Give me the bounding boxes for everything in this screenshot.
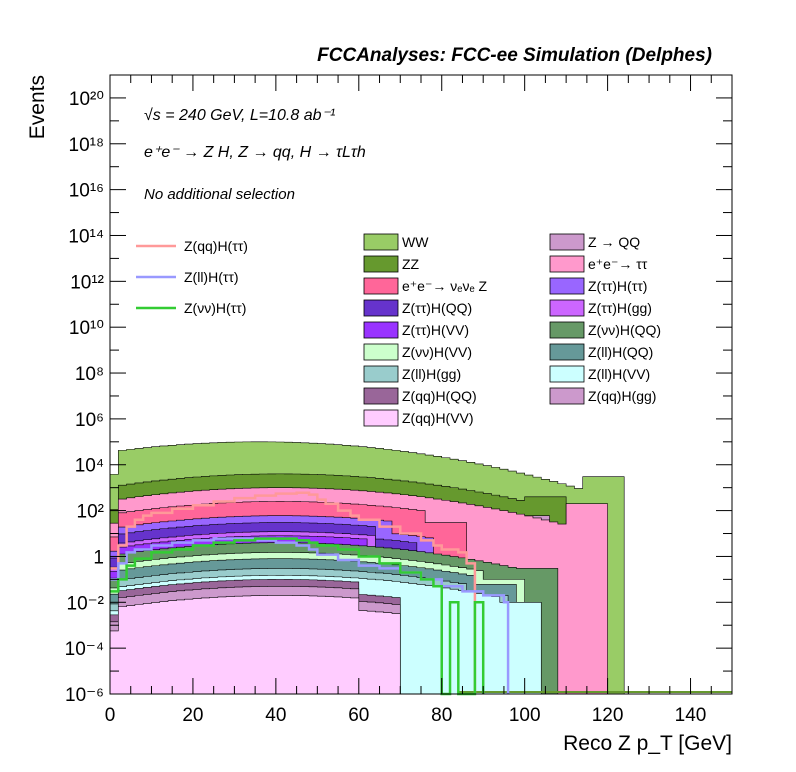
legend-label-mid-8: Z(qq)H(VV)	[402, 410, 474, 426]
legend-swatch-right-7	[549, 387, 585, 405]
y-tick-label-12: 10¹⁸	[69, 135, 104, 156]
x-tick-label-5: 100	[509, 705, 541, 726]
legend-swatch-mid-1	[363, 255, 399, 273]
legend-swatch-right-3	[549, 299, 585, 317]
annotation-selection: No additional selection	[144, 186, 295, 203]
x-tick-label-4: 80	[431, 705, 452, 726]
signal-line-0	[110, 491, 477, 694]
legend-label-mid-5: Z(νν)H(VV)	[402, 344, 472, 360]
legend-swatch-mid-4	[363, 321, 399, 339]
plot-header: FCCAnalyses: FCC-ee Simulation (Delphes)	[317, 45, 712, 66]
x-tick-label-7: 140	[675, 705, 707, 726]
annotation-energy: √s = 240 GeV, L=10.8 ab⁻¹	[144, 107, 335, 124]
legend-label-left-2: Z(νν)H(ττ)	[184, 300, 246, 316]
y-tick-label-1: 10⁻⁴	[65, 639, 104, 660]
signal-line-1	[110, 537, 510, 694]
legend-swatch-right-5	[549, 343, 585, 361]
legend-swatch-right-6	[549, 365, 585, 383]
legend-label-mid-7: Z(qq)H(QQ)	[402, 388, 477, 404]
legend-swatch-right-4	[549, 321, 585, 339]
x-tick-label-1: 20	[182, 705, 203, 726]
y-tick-label-8: 10¹⁰	[69, 318, 104, 339]
legend-label-mid-0: WW	[402, 234, 429, 250]
y-tick-label-10: 10¹⁴	[68, 226, 104, 247]
legend-label-mid-6: Z(ll)H(gg)	[402, 366, 461, 382]
stacked-bars	[109, 441, 732, 695]
legend-label-right-1: e⁺e⁻→ ττ	[588, 256, 648, 272]
y-tick-label-0: 10⁻⁶	[65, 685, 104, 706]
legend-swatch-mid-6	[363, 365, 399, 383]
annotation-process: e⁺e⁻ → Z H, Z → qq, H → τLτh	[144, 144, 366, 161]
y-tick-label-13: 10²⁰	[69, 89, 104, 110]
legend-label-right-0: Z → QQ	[588, 234, 640, 250]
y-tick-label-3: 1	[93, 547, 104, 568]
legend: Z(qq)H(ττ) Z(ll)H(ττ) Z(νν)H(ττ) WW ZZ e⁺e⁻→ …	[136, 233, 661, 427]
legend-swatch-mid-3	[363, 299, 399, 317]
x-axis-label: Reco Z p_T [GeV]	[563, 732, 732, 755]
y-axis: 10⁻⁶ 10⁻⁴ 10⁻² 1 10² 10⁴ 10⁶ 10⁸ 10¹⁰ 10¹² 10¹⁴ 10¹…	[65, 74, 732, 706]
legend-label-left-0: Z(qq)H(ττ)	[184, 238, 248, 254]
legend-label-mid-2: e⁺e⁻→ νₑνₑ Z	[402, 278, 488, 294]
legend-label-mid-1: ZZ	[402, 256, 420, 272]
y-tick-label-6: 10⁶	[75, 410, 104, 431]
legend-label-right-7: Z(qq)H(gg)	[588, 388, 656, 404]
y-tick-label-7: 10⁸	[75, 364, 104, 385]
y-axis-label: Events	[26, 75, 49, 139]
y-tick-label-9: 10¹²	[70, 272, 104, 293]
legend-label-right-2: Z(ττ)H(ττ)	[588, 278, 647, 294]
legend-swatch-right-2	[549, 277, 585, 295]
x-tick-label-6: 120	[592, 705, 624, 726]
y-tick-label-2: 10⁻²	[67, 593, 105, 614]
legend-label-left-1: Z(ll)H(ττ)	[184, 269, 239, 285]
legend-label-right-3: Z(ττ)H(gg)	[588, 300, 652, 316]
legend-label-mid-3: Z(ττ)H(QQ)	[402, 300, 472, 316]
y-tick-label-11: 10¹⁶	[69, 181, 104, 202]
y-tick-label-4: 10²	[77, 502, 104, 523]
x-tick-label-0: 0	[105, 705, 116, 726]
y-tick-label-5: 10⁴	[75, 456, 104, 477]
legend-swatch-mid-2	[363, 277, 399, 295]
legend-label-right-5: Z(ll)H(QQ)	[588, 344, 653, 360]
legend-label-right-6: Z(ll)H(VV)	[588, 366, 650, 382]
legend-swatch-right-1	[549, 255, 585, 273]
x-axis: 0 20 40 60 80 100 120 140	[105, 75, 733, 726]
legend-label-right-4: Z(νν)H(QQ)	[588, 322, 661, 338]
bars-16	[109, 595, 401, 695]
legend-swatch-mid-0	[363, 233, 399, 251]
series-16	[109, 595, 401, 695]
legend-swatch-mid-5	[363, 343, 399, 361]
legend-swatch-mid-8	[363, 409, 399, 427]
x-tick-label-3: 60	[348, 705, 369, 726]
x-tick-label-2: 40	[265, 705, 286, 726]
legend-swatch-right-0	[549, 233, 585, 251]
legend-swatch-mid-7	[363, 387, 399, 405]
legend-label-mid-4: Z(ττ)H(VV)	[402, 322, 469, 338]
